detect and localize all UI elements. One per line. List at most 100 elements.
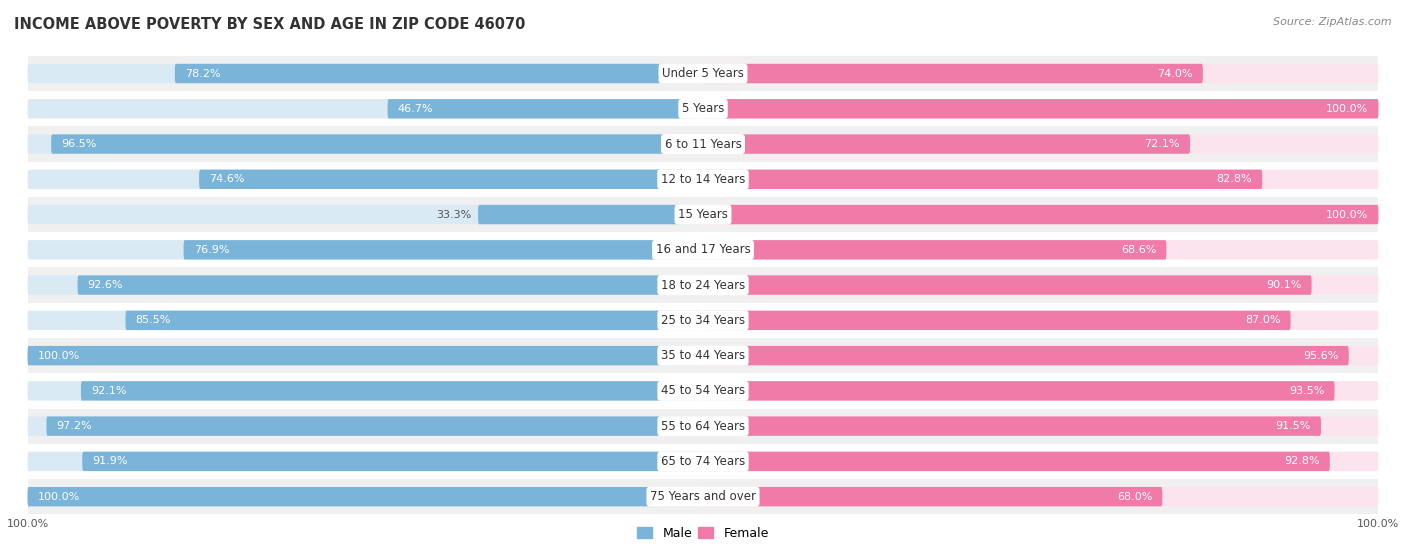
FancyBboxPatch shape	[28, 346, 703, 366]
Text: 91.5%: 91.5%	[1275, 421, 1310, 431]
FancyBboxPatch shape	[28, 134, 703, 154]
FancyBboxPatch shape	[51, 134, 703, 154]
FancyBboxPatch shape	[703, 134, 1189, 154]
Text: 90.1%: 90.1%	[1265, 280, 1302, 290]
Text: 100.0%: 100.0%	[1326, 104, 1368, 114]
FancyBboxPatch shape	[703, 134, 1378, 154]
FancyBboxPatch shape	[125, 311, 703, 330]
FancyBboxPatch shape	[703, 487, 1378, 506]
Text: 100.0%: 100.0%	[1326, 210, 1368, 220]
FancyBboxPatch shape	[703, 169, 1378, 189]
FancyBboxPatch shape	[28, 276, 703, 295]
Text: 82.8%: 82.8%	[1216, 174, 1253, 184]
FancyBboxPatch shape	[82, 381, 703, 401]
FancyBboxPatch shape	[703, 416, 1378, 436]
FancyBboxPatch shape	[703, 99, 1378, 119]
FancyBboxPatch shape	[46, 416, 703, 436]
FancyBboxPatch shape	[28, 381, 703, 401]
Bar	[28, 373, 1378, 409]
Text: 92.8%: 92.8%	[1284, 456, 1320, 466]
FancyBboxPatch shape	[28, 205, 703, 224]
FancyBboxPatch shape	[703, 452, 1330, 471]
Bar	[28, 56, 1378, 91]
FancyBboxPatch shape	[28, 416, 703, 436]
Text: 68.0%: 68.0%	[1116, 492, 1152, 501]
Text: 18 to 24 Years: 18 to 24 Years	[661, 278, 745, 292]
FancyBboxPatch shape	[703, 416, 1322, 436]
FancyBboxPatch shape	[703, 276, 1378, 295]
Text: 74.6%: 74.6%	[209, 174, 245, 184]
Text: 78.2%: 78.2%	[186, 69, 221, 78]
Text: 68.6%: 68.6%	[1121, 245, 1156, 255]
Text: 33.3%: 33.3%	[436, 210, 471, 220]
Text: 55 to 64 Years: 55 to 64 Years	[661, 420, 745, 433]
Text: 72.1%: 72.1%	[1144, 139, 1180, 149]
Bar	[28, 338, 1378, 373]
Text: 95.6%: 95.6%	[1303, 350, 1339, 361]
Text: 92.6%: 92.6%	[87, 280, 124, 290]
Text: 92.1%: 92.1%	[91, 386, 127, 396]
Text: 25 to 34 Years: 25 to 34 Years	[661, 314, 745, 327]
FancyBboxPatch shape	[703, 169, 1263, 189]
FancyBboxPatch shape	[83, 452, 703, 471]
FancyBboxPatch shape	[703, 311, 1291, 330]
FancyBboxPatch shape	[703, 205, 1378, 224]
Text: 6 to 11 Years: 6 to 11 Years	[665, 138, 741, 150]
FancyBboxPatch shape	[28, 169, 703, 189]
FancyBboxPatch shape	[28, 99, 703, 119]
Legend: Male, Female: Male, Female	[633, 522, 773, 544]
FancyBboxPatch shape	[388, 99, 703, 119]
Text: Source: ZipAtlas.com: Source: ZipAtlas.com	[1274, 17, 1392, 27]
Bar	[28, 444, 1378, 479]
FancyBboxPatch shape	[703, 276, 1312, 295]
Text: 96.5%: 96.5%	[62, 139, 97, 149]
FancyBboxPatch shape	[28, 487, 703, 506]
FancyBboxPatch shape	[28, 346, 703, 366]
Bar	[28, 197, 1378, 232]
Text: 97.2%: 97.2%	[56, 421, 93, 431]
FancyBboxPatch shape	[703, 99, 1378, 119]
Bar	[28, 409, 1378, 444]
FancyBboxPatch shape	[184, 240, 703, 259]
Text: 15 Years: 15 Years	[678, 208, 728, 221]
Text: 35 to 44 Years: 35 to 44 Years	[661, 349, 745, 362]
FancyBboxPatch shape	[703, 346, 1378, 366]
FancyBboxPatch shape	[703, 205, 1378, 224]
Text: 46.7%: 46.7%	[398, 104, 433, 114]
Bar	[28, 91, 1378, 126]
Text: 16 and 17 Years: 16 and 17 Years	[655, 243, 751, 257]
FancyBboxPatch shape	[77, 276, 703, 295]
FancyBboxPatch shape	[703, 240, 1378, 259]
FancyBboxPatch shape	[703, 487, 1163, 506]
FancyBboxPatch shape	[703, 381, 1334, 401]
FancyBboxPatch shape	[703, 381, 1378, 401]
FancyBboxPatch shape	[703, 64, 1202, 83]
Text: 91.9%: 91.9%	[93, 456, 128, 466]
FancyBboxPatch shape	[703, 64, 1378, 83]
FancyBboxPatch shape	[703, 240, 1167, 259]
Text: 45 to 54 Years: 45 to 54 Years	[661, 385, 745, 397]
Text: 65 to 74 Years: 65 to 74 Years	[661, 455, 745, 468]
Bar	[28, 162, 1378, 197]
Text: INCOME ABOVE POVERTY BY SEX AND AGE IN ZIP CODE 46070: INCOME ABOVE POVERTY BY SEX AND AGE IN Z…	[14, 17, 526, 32]
Bar	[28, 303, 1378, 338]
FancyBboxPatch shape	[28, 311, 703, 330]
FancyBboxPatch shape	[703, 346, 1348, 366]
Text: 5 Years: 5 Years	[682, 102, 724, 115]
Bar	[28, 479, 1378, 514]
Bar	[28, 126, 1378, 162]
Text: 75 Years and over: 75 Years and over	[650, 490, 756, 503]
FancyBboxPatch shape	[703, 452, 1378, 471]
FancyBboxPatch shape	[28, 487, 703, 506]
Text: 76.9%: 76.9%	[194, 245, 229, 255]
FancyBboxPatch shape	[174, 64, 703, 83]
Bar	[28, 232, 1378, 267]
FancyBboxPatch shape	[200, 169, 703, 189]
Text: 87.0%: 87.0%	[1244, 315, 1281, 325]
Text: 93.5%: 93.5%	[1289, 386, 1324, 396]
Text: 85.5%: 85.5%	[135, 315, 172, 325]
Text: 12 to 14 Years: 12 to 14 Years	[661, 173, 745, 186]
Text: 100.0%: 100.0%	[38, 350, 80, 361]
Text: 100.0%: 100.0%	[38, 492, 80, 501]
FancyBboxPatch shape	[28, 240, 703, 259]
